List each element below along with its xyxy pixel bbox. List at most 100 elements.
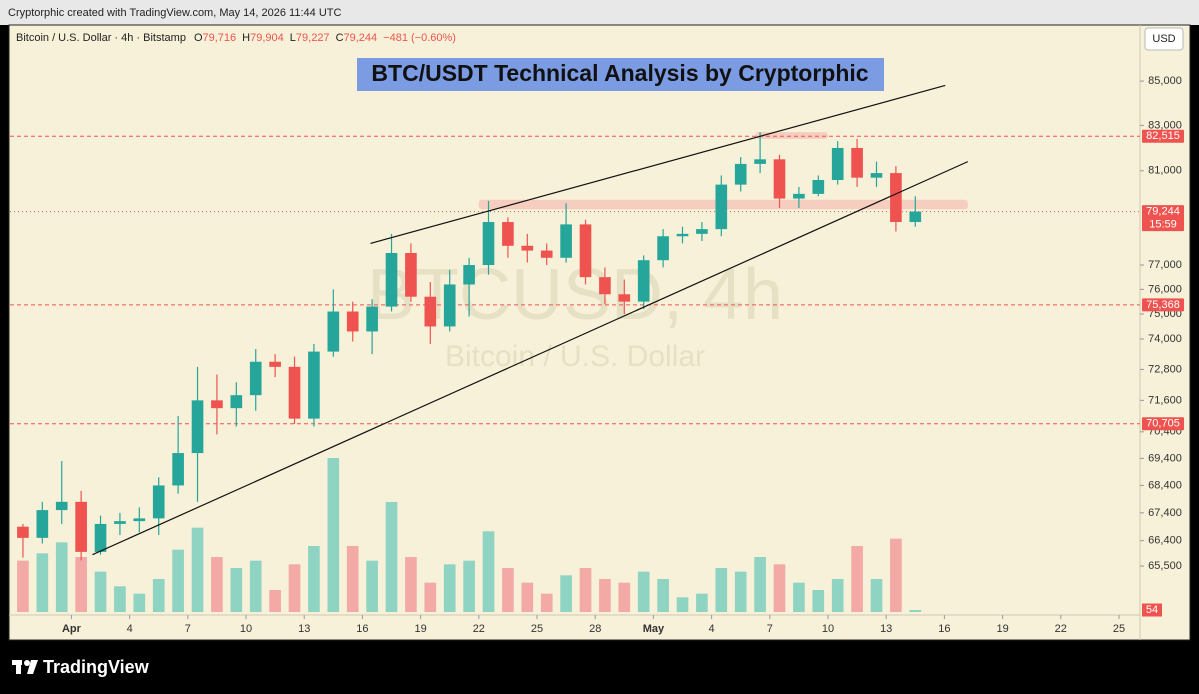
x-tick-label: 16 — [938, 623, 950, 635]
candle-body — [890, 173, 902, 223]
volume-bar — [715, 568, 728, 612]
volume-bar — [754, 557, 766, 612]
volume-bar — [114, 586, 126, 612]
candle-body — [909, 211, 922, 223]
candle-body — [851, 147, 863, 178]
x-tick-label: 7 — [767, 623, 773, 635]
x-tick-label: 19 — [414, 623, 426, 635]
volume-bar — [560, 575, 572, 612]
change: −481 (−0.60%) — [383, 32, 456, 44]
candle-body — [152, 485, 165, 519]
volume-bar — [172, 549, 184, 612]
x-tick-label: 25 — [1113, 623, 1125, 635]
candle-body — [482, 222, 495, 266]
x-tick-label: 10 — [240, 623, 252, 635]
ohlc-key: C — [336, 32, 344, 44]
candle-body — [424, 296, 437, 327]
volume-bar — [385, 502, 398, 612]
ohlc-value: 79,716 — [203, 32, 237, 44]
chart-title: BTC/USDT Technical Analysis by Cryptorph… — [371, 60, 868, 86]
candle-body — [502, 222, 514, 246]
volume-bar — [812, 590, 825, 612]
candle-body — [754, 159, 766, 164]
y-tick-label: 72,800 — [1148, 363, 1182, 375]
watermark-symbol: BTCUSD, 4h — [367, 255, 783, 335]
legend: Bitcoin / U.S. Dollar · 4h · Bitstamp O79… — [16, 32, 456, 44]
y-tick-label: 77,000 — [1148, 259, 1182, 271]
candle-body — [75, 501, 87, 552]
candle-body — [385, 252, 398, 307]
price-label-bg — [1142, 298, 1184, 312]
candle-body — [36, 510, 49, 538]
currency-button[interactable] — [1144, 27, 1184, 51]
candle-body — [637, 260, 650, 302]
candle-body — [288, 366, 301, 419]
volume-bar — [851, 546, 863, 612]
y-tick-label: 65,500 — [1148, 560, 1182, 572]
credit: Cryptorphic created with TradingView.com… — [8, 7, 341, 19]
volume-label: 54 — [1146, 604, 1158, 616]
logo-text: TradingView — [43, 657, 150, 677]
volume-bar — [152, 579, 165, 612]
volume-bar — [346, 546, 359, 612]
countdown: 15:59 — [1149, 218, 1177, 230]
candle-body — [133, 518, 146, 522]
candle-body — [346, 311, 359, 332]
candle-body — [734, 163, 747, 185]
candle-body — [657, 236, 669, 261]
y-tick-label: 83,000 — [1148, 119, 1182, 131]
volume-bar — [94, 571, 107, 612]
volume-bar — [288, 564, 301, 612]
volume-bar — [909, 610, 922, 612]
candle-body — [540, 250, 553, 258]
volume-bar — [133, 593, 146, 612]
candle-body — [793, 193, 805, 199]
volume-bar — [463, 560, 475, 612]
title-box — [357, 58, 884, 91]
volume-bar — [75, 557, 87, 612]
x-tick-label: 13 — [880, 623, 892, 635]
volume-bar — [424, 582, 437, 612]
price-label-bg — [1142, 129, 1184, 143]
price-label-bg — [1142, 205, 1184, 232]
price-label-bg — [1142, 417, 1184, 431]
volume-bar — [17, 560, 29, 612]
candle-body — [308, 351, 320, 419]
top-bar — [0, 0, 1199, 25]
x-tick-label: 22 — [1055, 623, 1067, 635]
y-tick-label: 85,000 — [1148, 75, 1182, 87]
logo-mark — [24, 660, 30, 666]
volume-bar — [502, 568, 514, 612]
price-label: 79,244 — [1146, 205, 1180, 217]
volume-bar — [308, 546, 320, 612]
x-tick-label: 4 — [709, 623, 715, 635]
ohlc-key: L — [290, 32, 296, 44]
y-tick-label: 68,400 — [1148, 479, 1182, 491]
candle-body — [812, 179, 825, 194]
volume-bar — [249, 560, 262, 612]
trendline — [370, 84, 946, 244]
candle-body — [94, 523, 107, 552]
volume-bar — [890, 538, 902, 612]
y-tick-label: 67,400 — [1148, 507, 1182, 519]
volume-bar — [657, 579, 669, 612]
candle-body — [249, 361, 262, 396]
volume-bar — [405, 557, 417, 612]
volume-bar — [366, 560, 378, 612]
candle-body — [17, 526, 29, 538]
y-tick-label: 81,000 — [1148, 165, 1182, 177]
candle-body — [191, 400, 204, 454]
candle-body — [870, 173, 883, 178]
volume-bar — [793, 582, 805, 612]
candle-body — [618, 294, 631, 302]
ohlc-value: 79,227 — [296, 32, 330, 44]
candle-body — [521, 245, 534, 251]
volume-bar — [36, 553, 49, 612]
candle-body — [676, 233, 689, 237]
volume-bar — [831, 579, 844, 612]
x-tick-label: 28 — [589, 623, 601, 635]
volume-bar — [191, 527, 204, 612]
candle-body — [55, 501, 68, 511]
